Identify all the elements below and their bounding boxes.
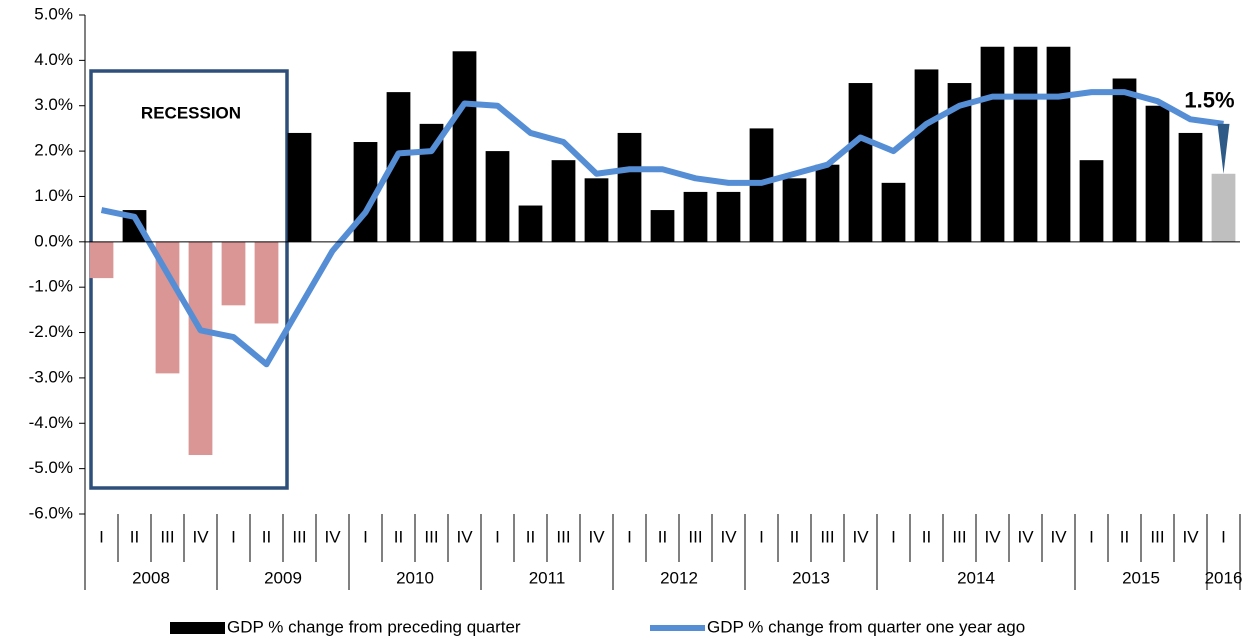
bar (1013, 46, 1038, 242)
annotation-label: 1.5% (1184, 88, 1234, 113)
y-tick-label: 1.0% (34, 186, 73, 205)
x-tick-label: III (952, 527, 966, 546)
y-tick-label: 2.0% (34, 141, 73, 160)
recession-box (89, 69, 289, 490)
bar (452, 51, 477, 242)
year-label: 2009 (264, 568, 302, 587)
x-tick-label: I (891, 527, 896, 546)
x-tick-label: IV (852, 527, 869, 546)
bar (188, 241, 213, 456)
y-tick-label: -1.0% (29, 277, 73, 296)
x-tick-label: I (627, 527, 632, 546)
year-label: 2015 (1122, 568, 1160, 587)
y-tick-label: -3.0% (29, 367, 73, 386)
x-tick-label: II (1120, 527, 1129, 546)
bar (947, 83, 972, 242)
y-tick-label: 4.0% (34, 50, 73, 69)
bar (914, 69, 939, 242)
y-tick-label: -6.0% (29, 503, 73, 522)
bar (1211, 173, 1236, 242)
bar (980, 46, 1005, 242)
x-tick-label: III (1150, 527, 1164, 546)
bar (848, 83, 873, 242)
bar (287, 132, 312, 242)
x-tick-label: IV (1017, 527, 1034, 546)
bar (584, 178, 609, 242)
y-tick-label: -2.0% (29, 322, 73, 341)
x-tick-label: I (495, 527, 500, 546)
x-tick-label: II (262, 527, 271, 546)
bar (782, 178, 807, 242)
y-tick-label: -4.0% (29, 413, 73, 432)
bar (617, 132, 642, 242)
year-label: 2012 (660, 568, 698, 587)
x-tick-label: III (688, 527, 702, 546)
x-tick-label: II (130, 527, 139, 546)
year-label: 2016 (1205, 568, 1243, 587)
x-tick-label: IV (588, 527, 605, 546)
x-tick-label: I (1089, 527, 1094, 546)
bar (716, 191, 741, 242)
x-tick-label: III (160, 527, 174, 546)
bar (254, 241, 279, 324)
bar (1145, 105, 1170, 242)
bar (551, 160, 576, 242)
x-tick-label: II (922, 527, 931, 546)
x-tick-label: II (394, 527, 403, 546)
year-label: 2008 (132, 568, 170, 587)
x-tick-label: III (556, 527, 570, 546)
y-tick-label: -5.0% (29, 458, 73, 477)
x-tick-label: I (1221, 527, 1226, 546)
x-tick-label: II (790, 527, 799, 546)
x-tick-label: II (658, 527, 667, 546)
x-tick-label: I (231, 527, 236, 546)
x-tick-label: IV (984, 527, 1001, 546)
x-tick-label: IV (324, 527, 341, 546)
bar (1079, 160, 1104, 242)
bar (518, 205, 543, 242)
bar (89, 241, 114, 279)
year-label: 2014 (957, 568, 995, 587)
x-tick-label: IV (456, 527, 473, 546)
x-tick-label: II (526, 527, 535, 546)
recession-label: RECESSION (141, 103, 241, 122)
legend-swatch (170, 622, 225, 634)
bar (221, 241, 246, 306)
x-tick-label: I (99, 527, 104, 546)
legend-label: GDP % change from preceding quarter (227, 617, 521, 636)
x-tick-label: IV (1050, 527, 1067, 546)
bar (386, 92, 411, 242)
bar (881, 182, 906, 242)
x-tick-label: III (292, 527, 306, 546)
bar (815, 164, 840, 242)
y-tick-label: 0.0% (34, 231, 73, 250)
x-tick-label: IV (720, 527, 737, 546)
x-tick-label: I (759, 527, 764, 546)
x-tick-label: IV (192, 527, 209, 546)
x-tick-label: III (424, 527, 438, 546)
annotation-arrow (1217, 123, 1230, 174)
x-tick-label: IV (1182, 527, 1199, 546)
year-label: 2013 (792, 568, 830, 587)
bar (683, 191, 708, 242)
bar (1046, 46, 1071, 242)
line (100, 89, 1224, 368)
y-tick-label: 5.0% (34, 4, 73, 23)
year-label: 2010 (396, 568, 434, 587)
bar (650, 210, 675, 242)
bar (155, 241, 180, 374)
bar (1178, 132, 1203, 242)
bar (485, 151, 510, 242)
x-tick-label: I (363, 527, 368, 546)
y-tick-label: 3.0% (34, 95, 73, 114)
legend-label: GDP % change from quarter one year ago (707, 617, 1025, 636)
bar (1112, 78, 1137, 242)
x-tick-label: III (820, 527, 834, 546)
year-label: 2011 (529, 568, 566, 587)
